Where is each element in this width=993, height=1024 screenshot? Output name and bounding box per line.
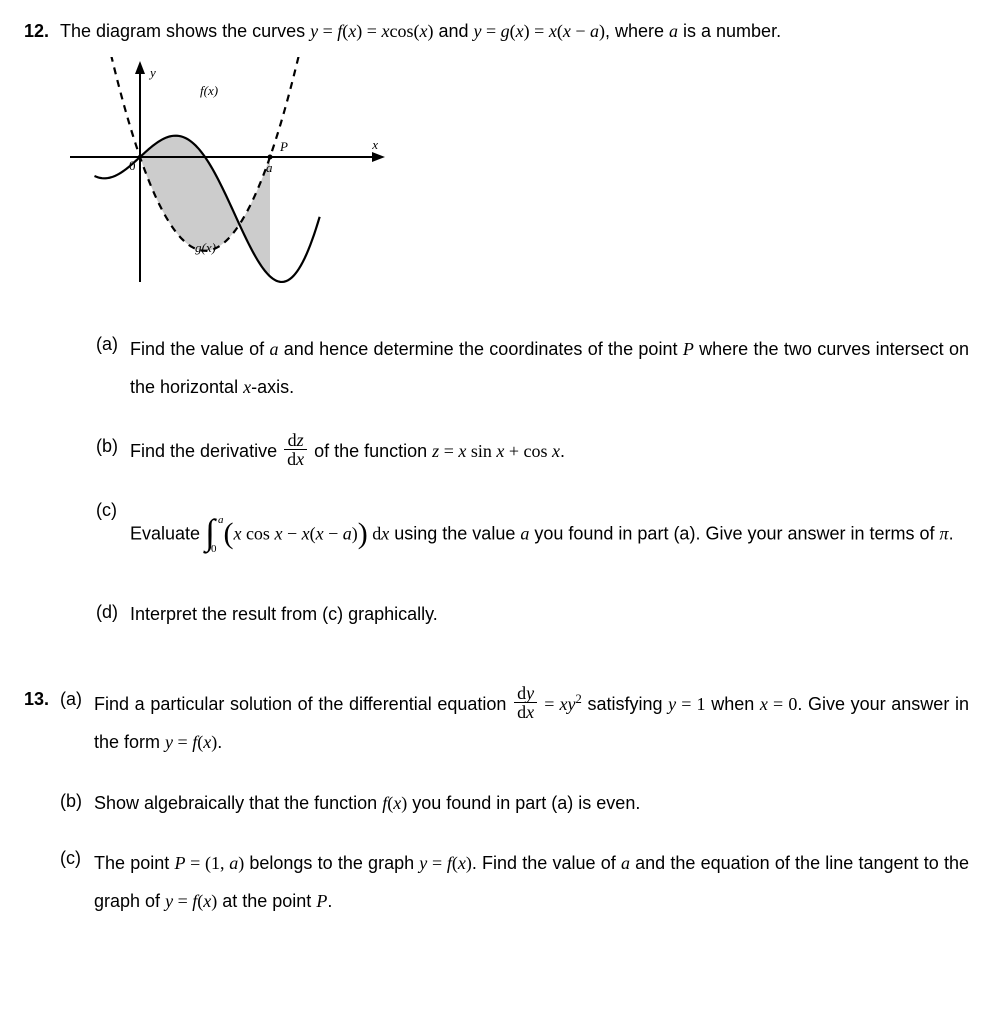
problem-12-intro: The diagram shows the curves y = f(x) = … xyxy=(60,18,969,45)
part-label-a: (a) xyxy=(60,686,94,713)
svg-text:f(x): f(x) xyxy=(200,83,218,98)
part-13a: (a) Find a particular solution of the di… xyxy=(60,686,969,763)
var-P: P xyxy=(316,891,327,911)
txt: . Find the value of xyxy=(472,853,621,873)
fx: f(x) xyxy=(382,793,407,813)
rparen: ) xyxy=(358,502,368,565)
problem-13-parts: (a) Find a particular solution of the di… xyxy=(60,686,969,921)
txt: satisfying xyxy=(582,694,668,714)
curves-diagram: y x 0 aPf(x) g(x) xyxy=(60,57,390,287)
P-eq: P = (1, a) xyxy=(174,853,244,873)
problem-13: 13. (a) Find a particular solution of th… xyxy=(24,686,969,947)
txt: Evaluate xyxy=(130,524,205,544)
svg-text:g(x): g(x) xyxy=(195,240,216,255)
part-13b: (b) Show algebraically that the function… xyxy=(60,788,969,819)
intro-end: is a number. xyxy=(678,21,781,41)
svg-text:y: y xyxy=(148,65,156,80)
dx: dx xyxy=(368,524,390,544)
txt: . xyxy=(560,441,565,461)
pi: π xyxy=(940,524,949,544)
intro-suffix: , where xyxy=(605,21,669,41)
intro-eq2: y = g(x) = x(x − a) xyxy=(474,21,605,41)
part-12d: (d) Interpret the result from (c) graphi… xyxy=(96,599,969,630)
txt: Find the value of xyxy=(130,339,269,359)
txt: you found in part (a) is even. xyxy=(407,793,640,813)
part-13c-text: The point P = (1, a) belongs to the grap… xyxy=(94,845,969,921)
fraction-dzdx: dzdx xyxy=(284,431,307,470)
part-12a: (a) Find the value of a and hence determ… xyxy=(96,331,969,407)
form: y = f(x) xyxy=(165,732,217,752)
txt: . xyxy=(949,524,954,544)
var-a: a xyxy=(520,524,529,544)
svg-text:x: x xyxy=(371,137,378,152)
intro-mid: and xyxy=(438,21,473,41)
part-label-b: (b) xyxy=(60,788,94,815)
problem-13-body: (a) Find a particular solution of the di… xyxy=(60,686,969,947)
integrand: x cos x − x(x − a) xyxy=(233,524,357,544)
txt: Find the derivative xyxy=(130,441,282,461)
part-label-d: (d) xyxy=(96,599,130,626)
intro-eq1: y = f(x) = xcos(x) xyxy=(310,21,433,41)
part-13b-text: Show algebraically that the function f(x… xyxy=(94,788,969,819)
svg-text:0: 0 xyxy=(129,158,136,173)
txt: at the point xyxy=(217,891,316,911)
txt: when xyxy=(706,694,760,714)
part-13c: (c) The point P = (1, a) belongs to the … xyxy=(60,845,969,921)
txt: The point xyxy=(94,853,174,873)
svg-text:a: a xyxy=(266,160,273,175)
txt: . xyxy=(217,732,222,752)
part-label-a: (a) xyxy=(96,331,130,358)
cond1: y = 1 xyxy=(668,694,705,714)
problem-number-12: 12. xyxy=(24,18,60,45)
integral-icon: ∫ xyxy=(205,495,215,571)
txt: using the value xyxy=(389,524,520,544)
part-12b: (b) Find the derivative dzdx of the func… xyxy=(96,433,969,472)
fraction-dydx: dydx xyxy=(514,684,537,723)
diagram-container: y x 0 aPf(x) g(x) xyxy=(60,57,969,295)
var-x: x xyxy=(243,377,251,397)
part-label-c: (c) xyxy=(96,497,130,524)
txt: Find a particular solution of the differ… xyxy=(94,694,512,714)
part-12b-text: Find the derivative dzdx of the function… xyxy=(130,433,969,472)
txt: and hence determine the coordinates of t… xyxy=(278,339,682,359)
lparen: ( xyxy=(223,502,233,565)
problem-12-parts: (a) Find the value of a and hence determ… xyxy=(60,331,969,630)
rhs: = xy2 xyxy=(539,694,582,714)
txt: you found in part (a). Give your answer … xyxy=(529,524,939,544)
graph1: y = f(x) xyxy=(419,853,472,873)
var-P: P xyxy=(683,339,694,359)
txt: belongs to the graph xyxy=(244,853,419,873)
txt: of the function xyxy=(309,441,432,461)
cond2: x = 0 xyxy=(760,694,797,714)
part-13a-text: Find a particular solution of the differ… xyxy=(94,686,969,763)
eq-z: z = x sin x + cos x xyxy=(432,441,560,461)
txt: . xyxy=(327,891,332,911)
part-12d-text: Interpret the result from (c) graphicall… xyxy=(130,599,969,630)
var-a: a xyxy=(621,853,630,873)
txt: -axis. xyxy=(251,377,294,397)
intro-a: a xyxy=(669,21,678,41)
part-12a-text: Find the value of a and hence determine … xyxy=(130,331,969,407)
problem-number-13: 13. xyxy=(24,686,60,713)
part-12c: (c) Evaluate ∫a0(x cos x − x(x − a)) dx … xyxy=(96,497,969,573)
part-label-c: (c) xyxy=(60,845,94,872)
intro-text: The diagram shows the curves xyxy=(60,21,310,41)
part-12c-text: Evaluate ∫a0(x cos x − x(x − a)) dx usin… xyxy=(130,497,969,573)
graph2: y = f(x) xyxy=(165,891,217,911)
part-label-b: (b) xyxy=(96,433,130,460)
txt: Show algebraically that the function xyxy=(94,793,382,813)
problem-12-body: The diagram shows the curves y = f(x) = … xyxy=(60,18,969,656)
problem-12: 12. The diagram shows the curves y = f(x… xyxy=(24,18,969,656)
svg-text:P: P xyxy=(279,139,288,154)
